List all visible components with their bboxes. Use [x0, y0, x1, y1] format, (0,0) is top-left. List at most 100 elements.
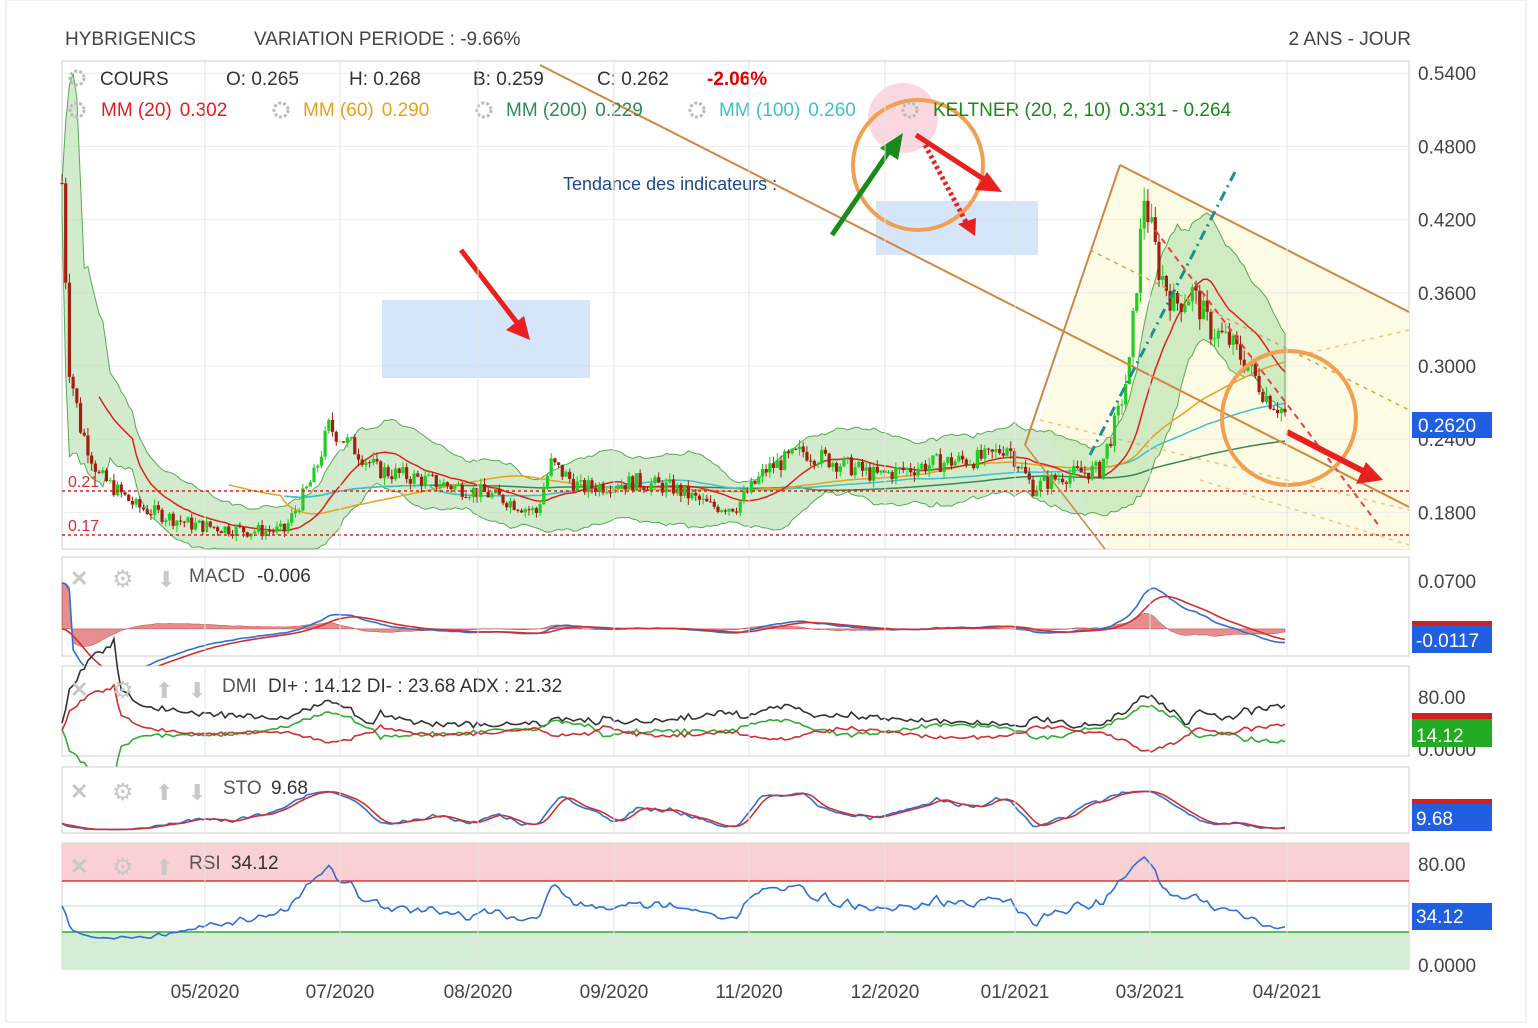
- candle-body: [827, 453, 831, 468]
- rsi-badge: 34.12: [1412, 903, 1492, 930]
- candle-body: [412, 473, 416, 484]
- main-price-panel[interactable]: 0.21 0.17: [60, 60, 1410, 550]
- candle-body: [134, 499, 138, 505]
- orange-circle-right: [1220, 349, 1358, 487]
- gear-icon[interactable]: [68, 69, 86, 87]
- x-tick-label: 12/2020: [851, 982, 920, 1003]
- close-icon[interactable]: ✕: [70, 566, 88, 591]
- period-selector[interactable]: 2 ANS - JOUR: [1289, 29, 1411, 50]
- candle-body: [1194, 287, 1198, 291]
- candle-body: [1138, 228, 1143, 294]
- y-tick-label: 0.3000: [1418, 357, 1476, 378]
- rsi-panel[interactable]: ✕ ⚙ ⬆ RSI 34.12: [61, 842, 1410, 970]
- candle-body: [1183, 305, 1187, 313]
- gear-icon[interactable]: [688, 101, 706, 119]
- gear-icon[interactable]: ⚙: [112, 854, 134, 881]
- candle-body: [990, 449, 994, 452]
- candle-body: [1064, 482, 1068, 484]
- candle-body: [1157, 241, 1161, 280]
- dmi-panel[interactable]: ✕ ⚙ ⬆ ⬇ DMI DI+ : 14.12 DI- : 23.68 ADX …: [61, 635, 1410, 783]
- candle-body: [742, 491, 746, 502]
- candle-body: [1094, 461, 1098, 466]
- arrow-down-icon[interactable]: ⬇: [188, 678, 206, 703]
- candle-body: [582, 480, 587, 493]
- sto-panel[interactable]: ✕ ⚙ ⬆ ⬇ STO 9.68: [61, 766, 1410, 834]
- candle-body: [1264, 395, 1269, 402]
- candle-body: [690, 492, 694, 499]
- arrow-down-icon[interactable]: ⬇: [188, 780, 206, 805]
- price-axis: 0.54000.48000.42000.36000.30000.24000.18…: [1418, 64, 1476, 524]
- x-tick-label: 04/2021: [1253, 982, 1322, 1003]
- candle-body: [375, 459, 379, 462]
- candle-body: [123, 492, 127, 495]
- candle-body: [960, 455, 965, 460]
- gear-icon[interactable]: [272, 101, 290, 119]
- candle-body: [623, 485, 627, 490]
- gear-icon[interactable]: ⚙: [112, 677, 134, 704]
- candle-body: [1179, 303, 1183, 313]
- candle-body: [664, 482, 668, 493]
- close-icon[interactable]: ✕: [70, 779, 88, 804]
- candle-body: [442, 482, 446, 487]
- candle-body: [445, 482, 450, 486]
- gear-icon[interactable]: ⚙: [112, 779, 134, 806]
- candle-body: [779, 460, 783, 471]
- candle-body: [1246, 366, 1250, 371]
- candle-body: [497, 489, 501, 495]
- candle-body: [449, 485, 453, 490]
- candle-body: [1120, 404, 1124, 406]
- candle-body: [368, 462, 372, 464]
- legend-ma200: MM (200) 0.229: [506, 100, 643, 121]
- candle-body: [286, 523, 290, 532]
- candle-body: [327, 419, 331, 431]
- candle-body: [1142, 200, 1146, 229]
- candle-body: [823, 449, 828, 454]
- candle-body: [571, 478, 576, 491]
- gear-icon[interactable]: ⚙: [112, 566, 134, 593]
- arrow-up-icon[interactable]: ⬆: [155, 780, 173, 805]
- macd-panel[interactable]: ✕ ⚙ ⬇ MACD -0.006: [61, 556, 1410, 679]
- candle-body: [393, 468, 398, 480]
- candle-body: [1201, 300, 1206, 320]
- candle-body: [1275, 409, 1280, 414]
- candle-body: [768, 463, 772, 473]
- candle-body: [171, 513, 175, 526]
- candle-body: [1224, 331, 1228, 333]
- candle-body: [501, 494, 505, 504]
- candle-body: [671, 479, 676, 494]
- candle-body: [164, 520, 168, 523]
- gear-icon[interactable]: [68, 101, 86, 119]
- close-icon[interactable]: ✕: [70, 854, 88, 879]
- gear-icon[interactable]: [901, 101, 919, 119]
- candle-body: [1216, 330, 1220, 339]
- candle-body: [660, 482, 664, 493]
- arrow-down-icon[interactable]: ⬇: [157, 567, 175, 592]
- candle-body: [972, 464, 976, 469]
- candle-body: [1242, 359, 1246, 371]
- candle-body: [979, 449, 983, 459]
- gear-icon[interactable]: [475, 101, 493, 119]
- candle-body: [401, 467, 405, 474]
- downtrend-line-main: [539, 64, 1410, 508]
- candle-body: [842, 457, 846, 467]
- svg-text:9.68: 9.68: [1416, 809, 1453, 830]
- candle-body: [879, 470, 883, 473]
- candle-body: [464, 496, 468, 498]
- dmi-adx-line: [61, 635, 1286, 729]
- candle-body: [475, 487, 479, 498]
- candle-body: [1086, 472, 1091, 480]
- arrow-up-icon[interactable]: ⬆: [155, 855, 173, 880]
- candle-body: [797, 446, 802, 450]
- candle-body: [912, 472, 916, 476]
- candle-body: [345, 437, 349, 443]
- y-tick-label: 0.4200: [1418, 211, 1476, 232]
- candle-body: [190, 517, 194, 530]
- dmi-axis-label: 80.00: [1418, 688, 1466, 709]
- candle-body: [308, 482, 312, 487]
- arrow-up-icon[interactable]: ⬆: [155, 678, 173, 703]
- candle-body: [356, 454, 361, 460]
- candle-body: [167, 513, 172, 521]
- candle-body: [1083, 472, 1087, 474]
- legend-open: O: 0.265: [226, 69, 299, 90]
- close-icon[interactable]: ✕: [70, 677, 88, 702]
